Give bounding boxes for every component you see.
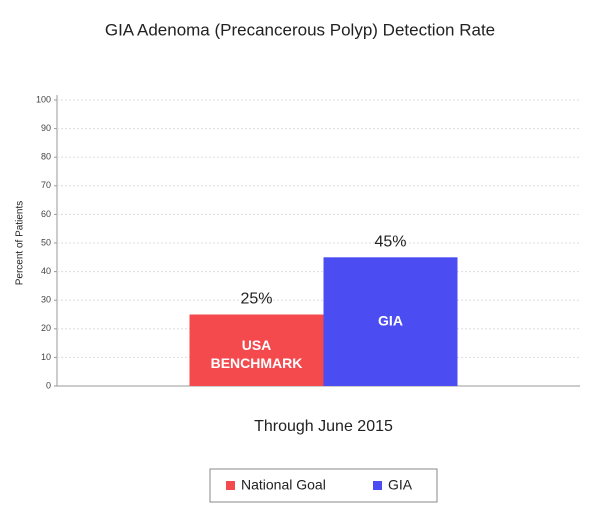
y-tick-label: 60 [41, 209, 51, 219]
y-tick-label: 10 [41, 352, 51, 362]
legend-label: GIA [388, 477, 413, 493]
bar-inner-label: USA [242, 337, 272, 353]
y-tick-label: 90 [41, 123, 51, 133]
value-label: 45% [374, 234, 406, 251]
bar-inner-label: GIA [378, 312, 403, 328]
bar [323, 257, 458, 386]
y-tick-label: 20 [41, 323, 51, 333]
legend-label: National Goal [241, 477, 326, 493]
y-axis-label: Percent of Patients [15, 201, 26, 286]
y-tick-label: 80 [41, 152, 51, 162]
legend-swatch [373, 481, 382, 490]
y-tick-label: 100 [36, 94, 51, 104]
legend-swatch [226, 481, 235, 490]
y-tick-label: 0 [46, 380, 51, 390]
y-tick-label: 50 [41, 237, 51, 247]
bar [189, 314, 324, 386]
y-tick-label: 30 [41, 295, 51, 305]
x-tick-label: Through June 2015 [254, 418, 393, 435]
y-tick-label: 70 [41, 180, 51, 190]
bar-inner-label: BENCHMARK [211, 355, 303, 371]
value-label: 25% [240, 291, 272, 308]
legend [209, 468, 438, 503]
y-tick-label: 40 [41, 266, 51, 276]
chart-title: GIA Adenoma (Precancerous Polyp) Detecti… [105, 20, 495, 39]
